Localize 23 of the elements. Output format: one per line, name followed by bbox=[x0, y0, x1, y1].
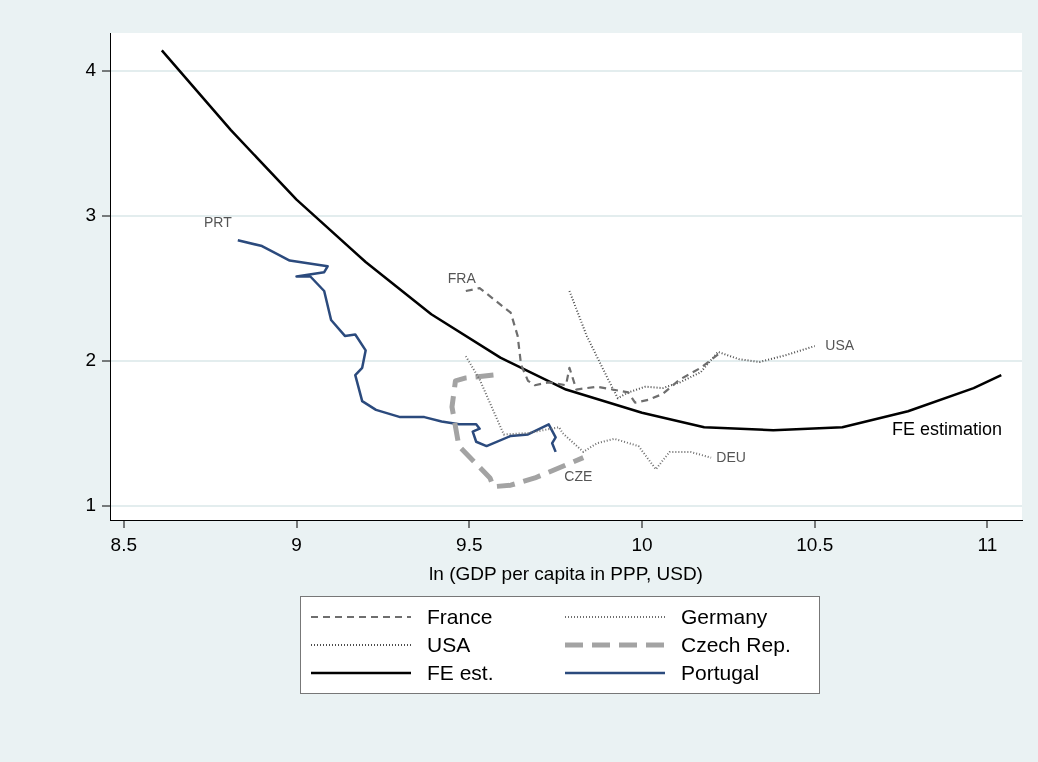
annotation: USA bbox=[825, 336, 855, 353]
y-tick-label: 1 bbox=[85, 493, 96, 515]
x-tick-label: 10 bbox=[631, 533, 653, 555]
legend-label: USA bbox=[427, 633, 471, 657]
legend-label: Germany bbox=[681, 605, 768, 629]
annotation: FE estimation bbox=[891, 419, 1003, 440]
annotation: FRA bbox=[447, 269, 477, 286]
x-tick-label: 8.5 bbox=[110, 533, 138, 555]
x-tick-label: 10.5 bbox=[796, 533, 834, 555]
legend-label: FE est. bbox=[427, 661, 494, 685]
legend-label: France bbox=[427, 605, 493, 629]
x-tick-label: 9 bbox=[291, 533, 302, 555]
y-tick-label: 3 bbox=[85, 203, 96, 225]
y-tick-label: 2 bbox=[85, 348, 96, 370]
x-tick-label: 9.5 bbox=[456, 533, 483, 555]
annotation: PRT bbox=[203, 214, 233, 231]
legend-label: Czech Rep. bbox=[681, 633, 791, 657]
y-tick-label: 4 bbox=[85, 58, 97, 80]
annotation: DEU bbox=[716, 448, 746, 465]
x-axis-title: ln (GDP per capita in PPP, USD) bbox=[429, 562, 703, 584]
legend-label: Portugal bbox=[681, 661, 760, 685]
annotation: CZE bbox=[564, 467, 593, 484]
x-tick-label: 11 bbox=[977, 533, 998, 555]
